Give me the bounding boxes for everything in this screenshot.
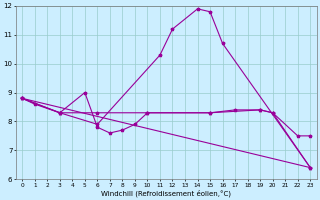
X-axis label: Windchill (Refroidissement éolien,°C): Windchill (Refroidissement éolien,°C) (101, 189, 231, 197)
